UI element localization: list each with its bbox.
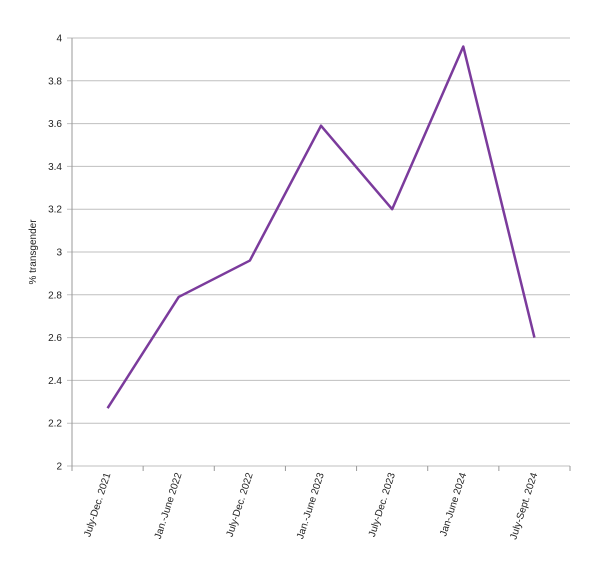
x-tick-label: July-Sept. 2024 bbox=[508, 471, 540, 541]
x-tick-label: July-Dec. 2021 bbox=[82, 471, 113, 538]
y-tick-label: 2.6 bbox=[48, 333, 62, 344]
x-tick-label: Jan.-June 2022 bbox=[153, 471, 185, 540]
y-tick-label: 2.8 bbox=[48, 290, 62, 301]
x-tick-label: Jan.-June 2023 bbox=[295, 471, 327, 540]
y-tick-label: 3.2 bbox=[48, 205, 62, 216]
series-line bbox=[106, 45, 536, 409]
y-tick-label: 2.2 bbox=[48, 419, 62, 430]
y-tick-label: 3.4 bbox=[48, 162, 62, 173]
x-tick-label: Jan-June 2024 bbox=[438, 471, 469, 538]
y-tick-label: 3 bbox=[56, 248, 62, 259]
y-tick-label: 3.6 bbox=[48, 119, 62, 130]
y-tick-label: 2 bbox=[56, 462, 62, 473]
y-axis-label: % transgender bbox=[28, 219, 39, 285]
x-tick-label: July-Dec. 2023 bbox=[367, 471, 398, 538]
y-tick-label: 3.8 bbox=[48, 76, 62, 87]
y-tick-label: 2.4 bbox=[48, 376, 62, 387]
y-tick-label: 4 bbox=[56, 34, 62, 45]
x-tick-label: July-Dec. 2022 bbox=[225, 471, 256, 538]
